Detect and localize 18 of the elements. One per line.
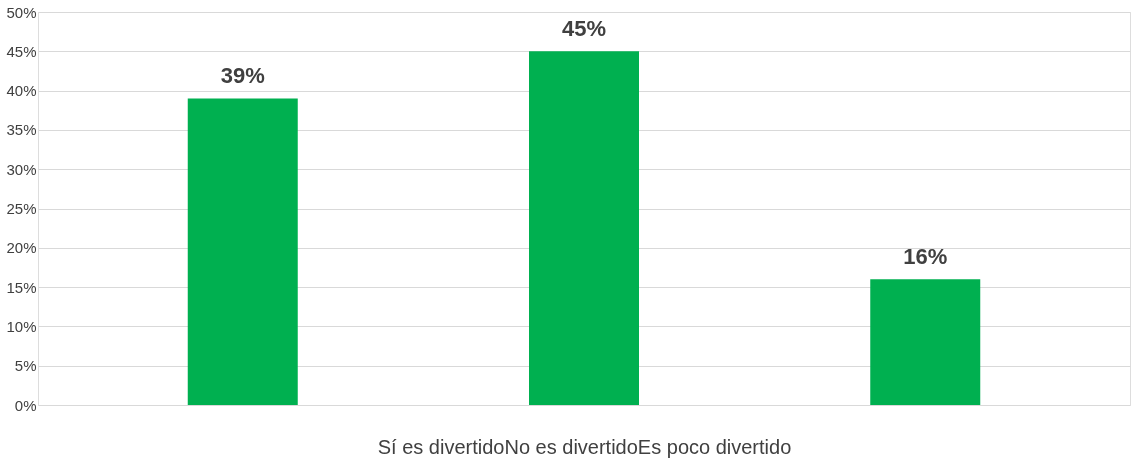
y-tick-label: 25% [6, 200, 37, 217]
data-label: 16% [903, 244, 948, 270]
x-axis-title: Sí es divertidoNo es divertidoEs poco divertido [377, 435, 792, 458]
bar [187, 98, 298, 405]
y-tick-label: 10% [6, 317, 37, 335]
y-tick-label: 45% [6, 42, 37, 60]
y-tick-label: 0% [14, 396, 37, 414]
y-tick-label: 15% [6, 278, 37, 296]
data-label: 45% [561, 16, 607, 42]
y-tick-label: 20% [6, 239, 37, 257]
data-label: 39% [220, 63, 265, 89]
y-tick-label: 5% [14, 357, 37, 375]
bar [529, 51, 639, 405]
y-tick-label: 40% [6, 82, 37, 100]
y-tick-label: 50% [6, 3, 37, 21]
y-tick-label: 30% [6, 160, 37, 178]
bar [870, 279, 981, 405]
y-tick-label: 35% [6, 121, 37, 139]
